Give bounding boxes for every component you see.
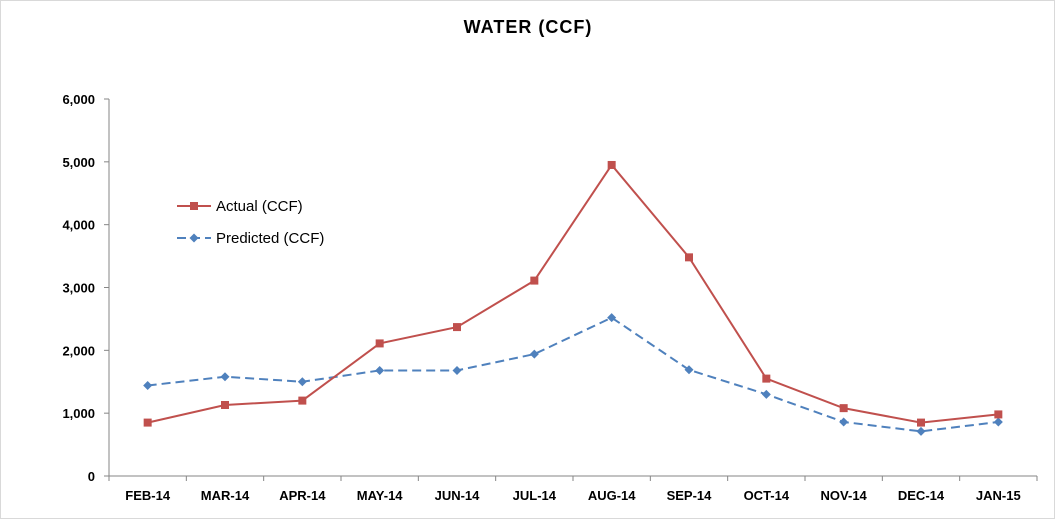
x-tick-label: NOV-14 xyxy=(821,488,868,503)
data-point-actual-ccf xyxy=(143,418,152,427)
series-actual-ccf xyxy=(143,160,1003,427)
data-point-actual-ccf xyxy=(762,374,771,383)
data-point-actual-ccf xyxy=(994,410,1003,419)
data-point-predicted-ccf xyxy=(529,349,539,359)
x-tick-label: FEB-14 xyxy=(125,488,171,503)
x-tick-label: AUG-14 xyxy=(588,488,636,503)
x-tick-label: DEC-14 xyxy=(898,488,945,503)
data-point-predicted-ccf xyxy=(916,426,926,436)
data-point-predicted-ccf xyxy=(297,377,307,387)
data-point-actual-ccf xyxy=(530,276,539,285)
data-point-actual-ccf xyxy=(375,339,384,348)
chart-title: WATER (CCF) xyxy=(464,17,593,37)
series-predicted-ccf xyxy=(143,313,1003,436)
legend-item-actual-ccf: Actual (CCF) xyxy=(177,198,303,215)
data-point-predicted-ccf xyxy=(220,372,230,382)
y-tick-label: 6,000 xyxy=(62,92,95,107)
legend-label: Actual (CCF) xyxy=(216,198,303,215)
x-tick-label: OCT-14 xyxy=(744,488,790,503)
data-point-predicted-ccf xyxy=(452,365,462,375)
x-tick-label: JAN-15 xyxy=(976,488,1021,503)
x-axis-tick-labels: FEB-14 MAR-14 APR-14 MAY-14 JUN-14 JUL-14 AUG-… xyxy=(125,488,1020,503)
x-tick-label: APR-14 xyxy=(279,488,326,503)
x-tick-label: MAY-14 xyxy=(357,488,404,503)
x-tick-label: SEP-14 xyxy=(667,488,713,503)
y-tick-label: 3,000 xyxy=(62,281,95,296)
y-axis-tick-labels: 0 1,000 2,000 3,000 4,000 5,000 6,000 xyxy=(62,92,95,484)
data-point-predicted-ccf xyxy=(375,365,385,375)
series-layer xyxy=(143,160,1003,436)
data-point-actual-ccf xyxy=(839,404,848,413)
series-line-actual-ccf xyxy=(147,163,999,424)
axes xyxy=(104,98,1038,481)
data-point-predicted-ccf xyxy=(761,389,771,399)
y-tick-label: 2,000 xyxy=(62,343,95,358)
data-point-actual-ccf xyxy=(298,396,307,405)
data-point-actual-ccf xyxy=(917,418,925,427)
data-point-actual-ccf xyxy=(221,400,229,409)
data-point-actual-ccf xyxy=(453,323,461,332)
data-point-actual-ccf xyxy=(685,253,693,262)
legend-item-predicted-ccf: Predicted (CCF) xyxy=(177,230,324,247)
y-tick-label: 0 xyxy=(88,469,95,484)
legend-label: Predicted (CCF) xyxy=(216,230,324,247)
y-tick-label: 1,000 xyxy=(62,406,95,421)
series-line-predicted-ccf xyxy=(147,316,999,433)
data-point-predicted-ccf xyxy=(839,417,849,427)
data-point-predicted-ccf xyxy=(607,313,617,323)
y-tick-label: 5,000 xyxy=(62,155,95,170)
legend-swatch-marker xyxy=(190,202,198,210)
x-tick-label: MAR-14 xyxy=(201,488,250,503)
data-point-predicted-ccf xyxy=(993,417,1003,427)
x-tick-label: JUN-14 xyxy=(435,488,481,503)
legend: Actual (CCF) Predicted (CCF) xyxy=(177,198,324,247)
legend-swatch-marker xyxy=(189,233,199,243)
x-tick-label: JUL-14 xyxy=(513,488,557,503)
data-point-actual-ccf xyxy=(607,160,616,169)
data-point-predicted-ccf xyxy=(684,365,694,375)
data-point-predicted-ccf xyxy=(143,381,153,391)
y-tick-label: 4,000 xyxy=(62,218,95,233)
